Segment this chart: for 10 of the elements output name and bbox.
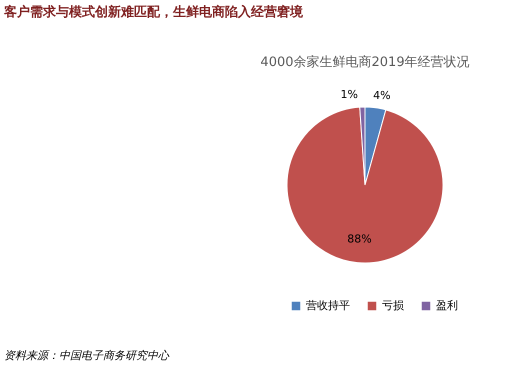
- pie-slice: [286, 106, 444, 264]
- legend-label: 亏损: [382, 299, 404, 312]
- legend-label: 盈利: [436, 299, 458, 312]
- data-label: 4%: [373, 88, 391, 102]
- data-label: 1%: [340, 88, 358, 102]
- legend-label: 营收持平: [306, 299, 350, 312]
- text: 资料来源：中国电子商务研究中心: [4, 349, 170, 362]
- text: 客户需求与模式创新难匹配，生鲜电商陷入经营窘境: [3, 4, 304, 20]
- chart-subtitle: 4000余家生鲜电商2019年经营状况: [260, 54, 470, 70]
- data-label: 88%: [347, 232, 372, 246]
